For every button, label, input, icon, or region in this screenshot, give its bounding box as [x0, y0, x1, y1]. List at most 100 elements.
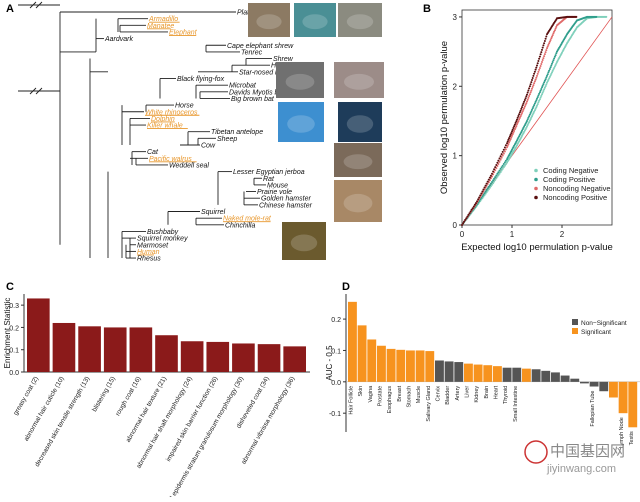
enrichment-bar	[27, 298, 50, 372]
auc-bar	[483, 365, 493, 382]
qq-point	[532, 105, 535, 108]
species-label: Chinese hamster	[259, 202, 313, 209]
species-label: Tibetan antelope	[211, 129, 263, 136]
qq-point	[542, 90, 545, 92]
qq-point	[517, 120, 520, 123]
qq-point	[521, 106, 523, 109]
qq-point	[533, 72, 536, 75]
qq-point	[462, 222, 465, 225]
killer-whale-silhouette	[346, 115, 374, 133]
animal-photos	[248, 3, 384, 260]
auc-bar	[589, 381, 599, 387]
auc-bar	[367, 339, 377, 382]
qq-point	[529, 118, 532, 121]
qq-point	[538, 91, 541, 94]
qq-point	[536, 97, 538, 100]
qq-point	[498, 172, 501, 175]
auc-bar	[570, 378, 580, 382]
qq-point	[538, 55, 541, 58]
qq-point	[538, 67, 541, 69]
species-label: Marmoset	[137, 242, 169, 249]
qq-point	[537, 101, 540, 104]
qq-point	[530, 89, 533, 92]
qq-point	[499, 158, 502, 161]
qq-point	[511, 134, 513, 137]
qq-point	[533, 109, 536, 112]
legend-label: Coding Positive	[543, 175, 595, 184]
qq-point	[506, 142, 508, 145]
qq-point	[528, 113, 531, 116]
qq-point	[468, 212, 471, 215]
qq-point	[506, 146, 508, 149]
qq-point	[502, 148, 505, 151]
qq-point	[546, 73, 549, 76]
qq-point	[531, 77, 534, 79]
enrichment-bar	[155, 335, 178, 372]
qq-point	[502, 163, 505, 165]
y-tick-label: 2	[453, 82, 458, 91]
qq-point	[531, 107, 534, 110]
species-label: Chinchilla	[225, 222, 255, 229]
qq-point	[524, 97, 527, 100]
qq-point	[534, 68, 537, 71]
qq-point	[500, 156, 503, 159]
enrichment-bar	[232, 343, 255, 372]
qq-point	[501, 154, 504, 157]
species-label: White rhinoceros	[145, 109, 198, 116]
qq-point	[550, 37, 553, 40]
qq-point	[521, 112, 523, 114]
qq-point	[542, 57, 545, 60]
qq-point	[497, 171, 500, 174]
enrichment-bar	[78, 326, 101, 372]
category-label: abnormal epidermis stratum granulosum mo…	[156, 376, 245, 498]
qq-point	[479, 194, 482, 197]
x-axis-label: Expected log10 permulation p-value	[461, 242, 613, 253]
qq-point	[531, 115, 533, 118]
qq-point	[518, 113, 521, 116]
qq-point	[545, 35, 548, 38]
species-label: Sheep	[217, 136, 237, 143]
manatee-silhouette	[302, 14, 328, 30]
qq-point	[549, 74, 552, 77]
qq-point	[536, 62, 539, 65]
mona-lisa-silhouette	[290, 234, 318, 252]
qq-point	[544, 37, 547, 40]
species-label: Killer whale	[147, 123, 183, 130]
qq-point	[469, 210, 472, 213]
qq-point	[526, 93, 528, 96]
qq-point	[539, 65, 542, 67]
y-axis-label: Enrichment Statistic	[3, 298, 12, 369]
qq-point	[491, 172, 493, 175]
auc-bar-chart: 0.2 0.1 0.0 -0.1 Hair Follicle Skin Vagina Pros…	[325, 294, 640, 448]
qq-point	[496, 175, 499, 178]
qq-point	[542, 83, 545, 86]
qq-point	[541, 86, 543, 89]
qq-point	[512, 131, 515, 134]
auc-bar	[464, 363, 473, 382]
legend-marker	[534, 177, 538, 182]
qq-point	[497, 159, 500, 162]
qq-point	[483, 186, 486, 189]
qq-point	[551, 62, 553, 65]
qq-point	[534, 100, 537, 103]
qq-point	[467, 213, 470, 216]
qq-point	[543, 53, 546, 56]
qq-point	[493, 177, 496, 180]
auc-bar	[357, 325, 367, 382]
qq-point	[532, 84, 535, 87]
qq-point	[501, 150, 504, 153]
qq-point	[539, 53, 542, 56]
qq-point	[494, 179, 497, 181]
qq-point	[546, 74, 548, 77]
enrichment-bar	[52, 322, 76, 372]
qq-point	[509, 133, 512, 136]
auc-bar	[473, 364, 483, 382]
species-label: Big brown bat	[231, 96, 275, 103]
x-tick-label: 2	[560, 230, 565, 239]
qq-point	[543, 81, 546, 84]
qq-point	[548, 69, 551, 72]
qq-point	[554, 54, 557, 57]
qq-point	[511, 130, 513, 133]
panel-a-letter: A	[6, 3, 14, 15]
enrichment-bar	[206, 341, 230, 372]
